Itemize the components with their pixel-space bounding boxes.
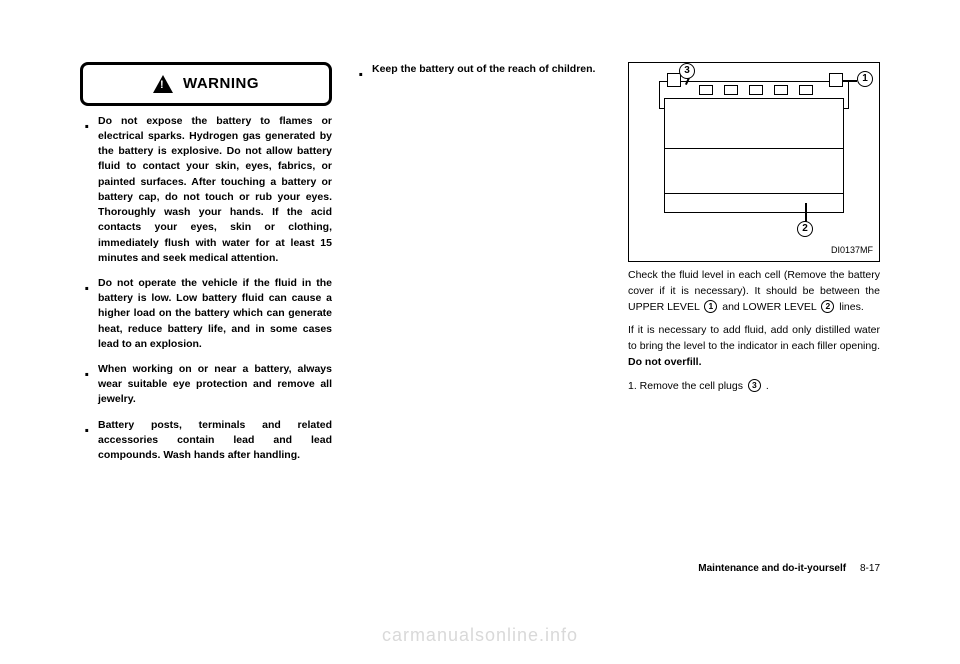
warning-box: WARNING — [80, 62, 332, 106]
column-2: Keep the battery out of the reach of chi… — [354, 62, 606, 473]
cell-cap — [724, 85, 738, 95]
callout-3: 3 — [679, 63, 695, 79]
text: . — [763, 380, 769, 392]
cell-cap — [799, 85, 813, 95]
column-1: WARNING Do not expose the battery to fla… — [80, 62, 332, 473]
cell-cap — [749, 85, 763, 95]
footer-page: 8-17 — [860, 563, 880, 574]
text: lines. — [836, 301, 863, 313]
bullet-item: Keep the battery out of the reach of chi… — [354, 62, 606, 77]
paragraph-1: Check the fluid level in each cell (Remo… — [628, 268, 880, 315]
bullet-item: Do not operate the vehicle if the fluid … — [80, 276, 332, 352]
step-1: 1. Remove the cell plugs 3 . — [628, 379, 880, 395]
watermark: carmanualsonline.info — [0, 625, 960, 646]
text: 1. Remove the cell plugs — [628, 380, 746, 392]
footer-section: Maintenance and do-it-yourself — [698, 563, 846, 574]
terminal-right — [829, 73, 843, 87]
warning-label: WARNING — [183, 73, 259, 95]
cell-cap — [699, 85, 713, 95]
paragraph-2: If it is necessary to add fluid, add onl… — [628, 323, 880, 370]
diagram-caption: DI0137MF — [831, 244, 873, 257]
inline-callout-1: 1 — [704, 300, 717, 313]
battery-diagram: 3 1 2 DI0137MF — [628, 62, 880, 262]
cell-cap — [774, 85, 788, 95]
bullet-item: When working on or near a battery, alway… — [80, 362, 332, 408]
battery-body — [664, 98, 844, 213]
text: If it is necessary to add fluid, add onl… — [628, 324, 880, 352]
terminal-left — [667, 73, 681, 87]
column-3: 3 1 2 DI0137MF Check the fluid level in … — [628, 62, 880, 473]
bullet-text: Battery posts, terminals and related acc… — [98, 419, 332, 461]
callout-2: 2 — [797, 221, 813, 237]
upper-level-line — [664, 148, 844, 149]
warning-list-2: Keep the battery out of the reach of chi… — [354, 62, 606, 77]
bullet-item: Do not expose the battery to flames or e… — [80, 114, 332, 266]
lower-level-line — [664, 193, 844, 194]
warning-triangle-icon — [153, 75, 173, 93]
page-content: WARNING Do not expose the battery to fla… — [80, 62, 880, 473]
page-footer: Maintenance and do-it-yourself 8-17 — [698, 563, 880, 574]
text: and LOWER LEVEL — [719, 301, 819, 313]
inline-callout-3: 3 — [748, 379, 761, 392]
callout-1: 1 — [857, 71, 873, 87]
leader-line — [805, 203, 807, 223]
warning-list-1: Do not expose the battery to flames or e… — [80, 114, 332, 464]
bullet-item: Battery posts, terminals and related acc… — [80, 418, 332, 464]
bold-text: Do not overfill. — [628, 356, 702, 368]
inline-callout-2: 2 — [821, 300, 834, 313]
leader-line — [843, 80, 857, 82]
